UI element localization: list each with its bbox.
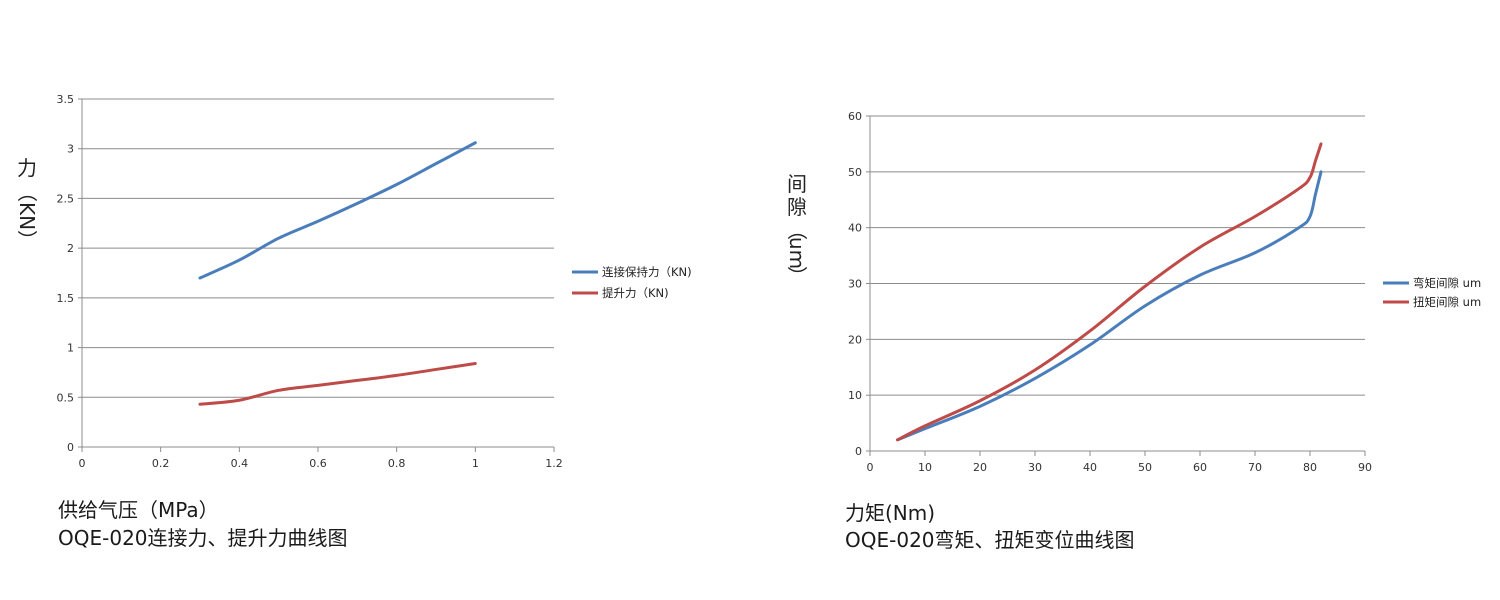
y-tick-label: 2 bbox=[67, 242, 74, 255]
x-tick-label: 60 bbox=[1193, 461, 1207, 474]
x-tick-label: 0 bbox=[79, 457, 86, 470]
series-line-1 bbox=[198, 141, 477, 280]
legend-label-1: 连接保持力（KN) bbox=[602, 265, 692, 279]
series-line-1 bbox=[896, 170, 1323, 442]
y-axis-label-char: （ bbox=[15, 182, 39, 202]
x-tick-label: 20 bbox=[973, 461, 987, 474]
legend-label-1: 弯矩间隙 um bbox=[1413, 276, 1481, 290]
chart1-caption-title: OQE-020连接力、提升力曲线图 bbox=[58, 526, 348, 550]
y-axis-label-char: um bbox=[785, 237, 809, 269]
series-line-2 bbox=[896, 142, 1323, 442]
series-line-2 bbox=[198, 361, 477, 406]
y-axis-label-char: ） bbox=[15, 230, 39, 250]
y-tick-label: 1.5 bbox=[57, 292, 75, 305]
y-tick-label: 0 bbox=[855, 445, 862, 458]
y-tick-label: 30 bbox=[848, 278, 862, 291]
chart2-caption-title: OQE-020弯矩、扭矩变位曲线图 bbox=[845, 528, 1135, 552]
x-tick-label: 1.2 bbox=[545, 457, 563, 470]
x-tick-label: 10 bbox=[918, 461, 932, 474]
y-tick-label: 0.5 bbox=[57, 391, 75, 404]
y-tick-label: 3.5 bbox=[57, 93, 75, 106]
y-axis-label-char: ） bbox=[785, 266, 809, 286]
y-tick-label: 3 bbox=[67, 143, 74, 156]
legend-label-2: 扭矩间隙 um bbox=[1413, 295, 1481, 309]
x-tick-label: 30 bbox=[1028, 461, 1042, 474]
chart1-x-axis-label: 供给气压（MPa） bbox=[58, 498, 219, 522]
x-tick-label: 1 bbox=[472, 457, 479, 470]
x-tick-label: 0.2 bbox=[152, 457, 170, 470]
x-tick-label: 40 bbox=[1083, 461, 1097, 474]
legend-label-2: 提升力（KN) bbox=[602, 286, 669, 300]
chart-2: 0 10 20 30 40 50 60 0 10 20 30 40 50 60 70 80 90 弯矩间隙 um 扭… bbox=[785, 110, 1481, 474]
x-tick-label: 70 bbox=[1248, 461, 1262, 474]
x-tick-label: 0.4 bbox=[231, 457, 249, 470]
x-tick-label: 0.6 bbox=[309, 457, 327, 470]
y-tick-label: 1 bbox=[67, 342, 74, 355]
chart2-x-axis-label: 力矩(Nm) bbox=[845, 501, 936, 525]
x-tick-label: 90 bbox=[1358, 461, 1372, 474]
y-axis-label-char: 力 bbox=[17, 156, 37, 180]
y-tick-label: 40 bbox=[848, 222, 862, 235]
x-tick-label: 0.8 bbox=[388, 457, 406, 470]
x-tick-label: 80 bbox=[1303, 461, 1317, 474]
y-axis-label-char: （ bbox=[785, 220, 809, 240]
x-tick-label: 0 bbox=[867, 461, 874, 474]
x-tick-label: 50 bbox=[1138, 461, 1152, 474]
y-axis-label-char: 隙 bbox=[787, 195, 807, 219]
y-axis-label-char: 间 bbox=[787, 172, 807, 196]
y-tick-label: 0 bbox=[67, 441, 74, 454]
y-axis-label-char: KN bbox=[15, 202, 39, 230]
chart-1: 0 0.5 1 1.5 2 2.5 3 3.5 0 0.2 0.4 0.6 0.8 1 1.2 连接保持力（K… bbox=[15, 93, 692, 470]
y-tick-label: 2.5 bbox=[57, 192, 75, 205]
y-tick-label: 60 bbox=[848, 110, 862, 123]
y-tick-label: 20 bbox=[848, 333, 862, 346]
y-tick-label: 50 bbox=[848, 166, 862, 179]
y-tick-label: 10 bbox=[848, 389, 862, 402]
